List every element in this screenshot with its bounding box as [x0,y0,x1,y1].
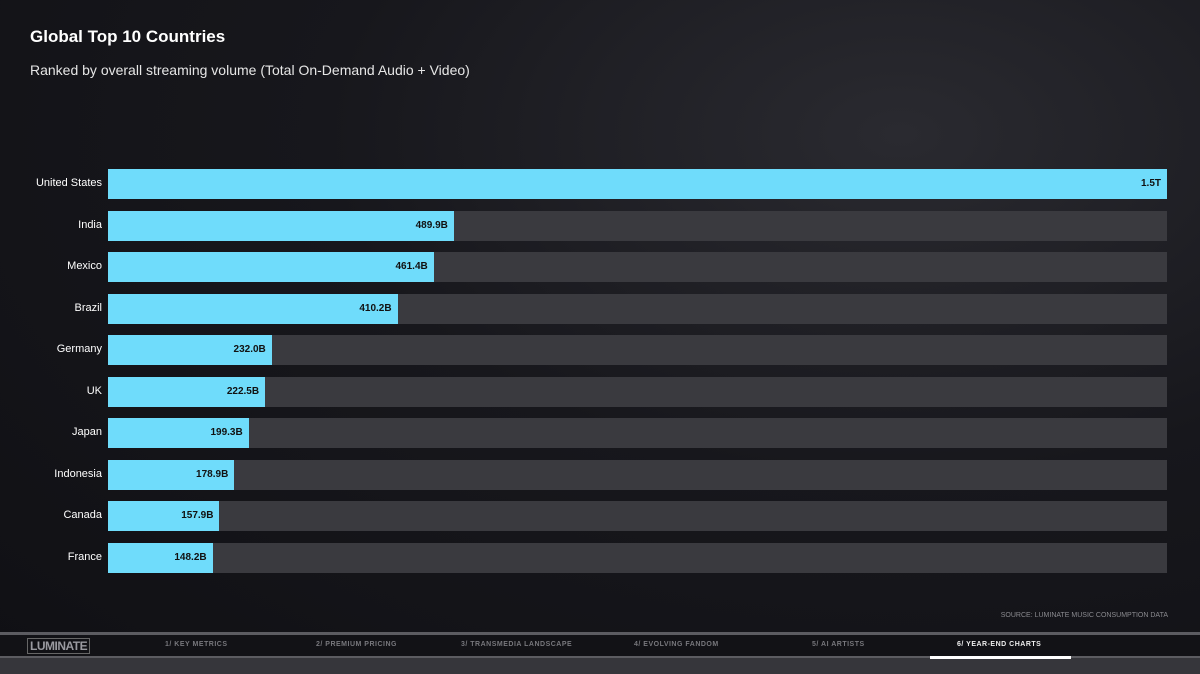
nav-item-year-end-charts[interactable]: 6/ YEAR-END CHARTS [957,641,1042,648]
bar: 489.9B [108,210,454,241]
category-label: Indonesia [54,467,102,480]
nav-item-transmedia-landscape[interactable]: 3/ TRANSMEDIA LANDSCAPE [461,641,573,648]
bar-row: Indonesia 178.9B [0,459,1200,490]
value-label: 148.2B [174,551,207,563]
bar: 1.5T [108,169,1167,199]
chart-subtitle: Ranked by overall streaming volume (Tota… [30,62,470,78]
category-label: UK [86,384,102,397]
bar-row: France 148.2B [0,542,1200,573]
category-label: France [67,550,102,563]
source-note: SOURCE: LUMINATE MUSIC CONSUMPTION DATA [1000,612,1168,619]
value-label: 461.4B [395,261,428,272]
bar-row: Japan 199.3B [0,418,1200,448]
bar: 199.3B [108,418,249,448]
bar-row: India 489.9B [0,210,1200,241]
bar: 232.0B [108,335,272,365]
bar-row: Brazil 410.2B [0,293,1200,324]
bar: 222.5B [108,376,266,407]
bar-track: 410.2B [108,293,1167,324]
value-label: 157.9B [181,510,214,521]
value-label: 1.5T [1140,178,1161,189]
bar: 148.2B [108,542,213,573]
category-label: Canada [63,509,102,521]
category-label: Germany [56,343,102,355]
bar-row: Canada 157.9B [0,501,1200,531]
bar: 178.9B [108,459,235,490]
luminate-logo: LUMINATE [27,638,91,654]
value-label: 489.9B [415,219,448,231]
value-label: 232.0B [233,344,266,355]
category-label: Mexico [67,260,102,272]
bar-track: 222.5B [108,376,1167,407]
bar-track: 1.5T [108,169,1167,199]
bar-row: Mexico 461.4B [0,252,1200,282]
bar-track: 489.9B [108,210,1167,241]
value-label: 199.3B [210,427,243,438]
bar-track: 157.9B [108,501,1167,531]
bar-track: 461.4B [108,252,1167,282]
nav-item-evolving-fandom[interactable]: 4/ EVOLVING FANDOM [634,641,719,648]
bar: 410.2B [108,293,398,324]
nav-bottom-strip [0,656,1200,674]
category-label: Brazil [74,301,102,314]
nav-item-ai-artists[interactable]: 5/ AI ARTISTS [812,641,865,648]
bar: 157.9B [108,501,220,531]
bar-track: 178.9B [108,459,1167,490]
category-label: India [78,218,102,231]
nav-divider [0,632,1200,635]
bar-track: 199.3B [108,418,1167,448]
value-label: 410.2B [359,302,392,314]
chart-title: Global Top 10 Countries [30,27,226,46]
bar-row: United States 1.5T [0,169,1200,199]
bar-track: 232.0B [108,335,1167,365]
nav-item-premium-pricing[interactable]: 2/ PREMIUM PRICING [316,641,397,648]
bar: 461.4B [108,252,434,282]
bar-row: UK 222.5B [0,376,1200,407]
category-label: Japan [72,426,102,438]
section-nav: LUMINATE 1/ KEY METRICS 2/ PREMIUM PRICI… [0,635,1200,656]
value-label: 178.9B [196,468,229,480]
nav-item-key-metrics[interactable]: 1/ KEY METRICS [165,641,228,648]
category-label: United States [35,177,102,189]
active-nav-indicator [930,656,1071,659]
bar-row: Germany 232.0B [0,335,1200,365]
bar-track: 148.2B [108,542,1167,573]
value-label: 222.5B [226,385,260,397]
